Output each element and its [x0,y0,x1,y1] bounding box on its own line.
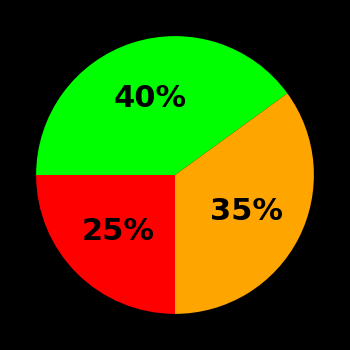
Text: 40%: 40% [113,84,187,113]
Wedge shape [36,175,175,314]
Wedge shape [175,93,314,314]
Text: 35%: 35% [210,197,283,226]
Text: 25%: 25% [82,217,155,246]
Wedge shape [36,36,287,175]
